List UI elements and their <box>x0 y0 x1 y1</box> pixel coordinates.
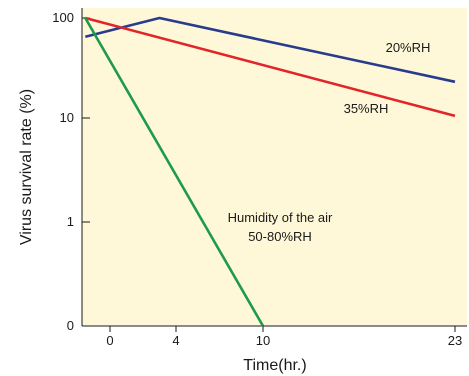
y-axis-title: Virus survival rate (%) <box>18 89 35 245</box>
annotation-50-80-rh: Humidity of the air <box>228 210 333 225</box>
x-tick-label: 10 <box>256 333 270 348</box>
annotation-35-rh: 35%RH <box>344 101 389 116</box>
plot-area <box>82 8 467 326</box>
x-axis-title: Time(hr.) <box>243 357 306 374</box>
y-tick-label: 1 <box>67 214 74 229</box>
x-tick-label: 23 <box>448 333 462 348</box>
y-tick-label: 10 <box>60 110 74 125</box>
x-tick-label: 4 <box>172 333 179 348</box>
series-line-35-rh <box>84 16 456 118</box>
x-tick-label: 0 <box>106 333 113 348</box>
y-tick-label: 100 <box>52 10 74 25</box>
annotation-20-rh: 20%RH <box>386 40 431 55</box>
annotation-50-80-rh: 50-80%RH <box>248 229 312 244</box>
series-line-50-80-rh <box>84 17 265 327</box>
y-tick-label: 0 <box>67 318 74 333</box>
series-line-20-rh <box>84 16 456 84</box>
